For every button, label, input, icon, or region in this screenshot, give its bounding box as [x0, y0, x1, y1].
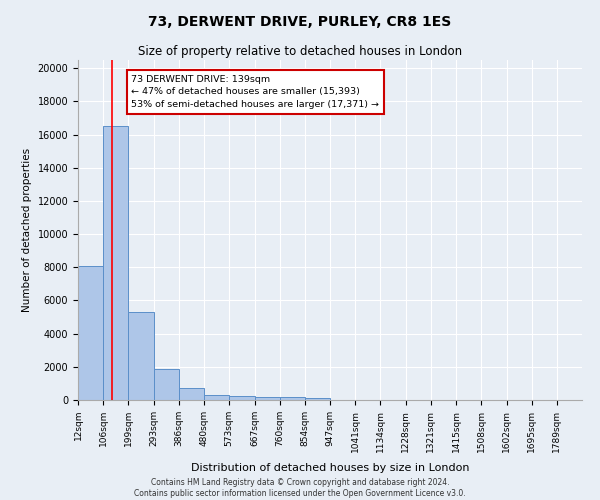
Text: 73, DERWENT DRIVE, PURLEY, CR8 1ES: 73, DERWENT DRIVE, PURLEY, CR8 1ES — [148, 15, 452, 29]
Text: Size of property relative to detached houses in London: Size of property relative to detached ho… — [138, 45, 462, 58]
Y-axis label: Number of detached properties: Number of detached properties — [22, 148, 32, 312]
Bar — [305, 398, 330, 400]
Bar — [179, 388, 204, 400]
Bar — [154, 370, 179, 400]
Bar — [103, 126, 128, 400]
Bar — [78, 266, 103, 400]
X-axis label: Distribution of detached houses by size in London: Distribution of detached houses by size … — [191, 463, 469, 473]
Bar — [254, 396, 280, 400]
Bar — [128, 312, 154, 400]
Bar — [229, 396, 254, 400]
Text: 73 DERWENT DRIVE: 139sqm
← 47% of detached houses are smaller (15,393)
53% of se: 73 DERWENT DRIVE: 139sqm ← 47% of detach… — [131, 75, 379, 109]
Text: Contains HM Land Registry data © Crown copyright and database right 2024.
Contai: Contains HM Land Registry data © Crown c… — [134, 478, 466, 498]
Bar — [280, 397, 305, 400]
Bar — [204, 394, 229, 400]
